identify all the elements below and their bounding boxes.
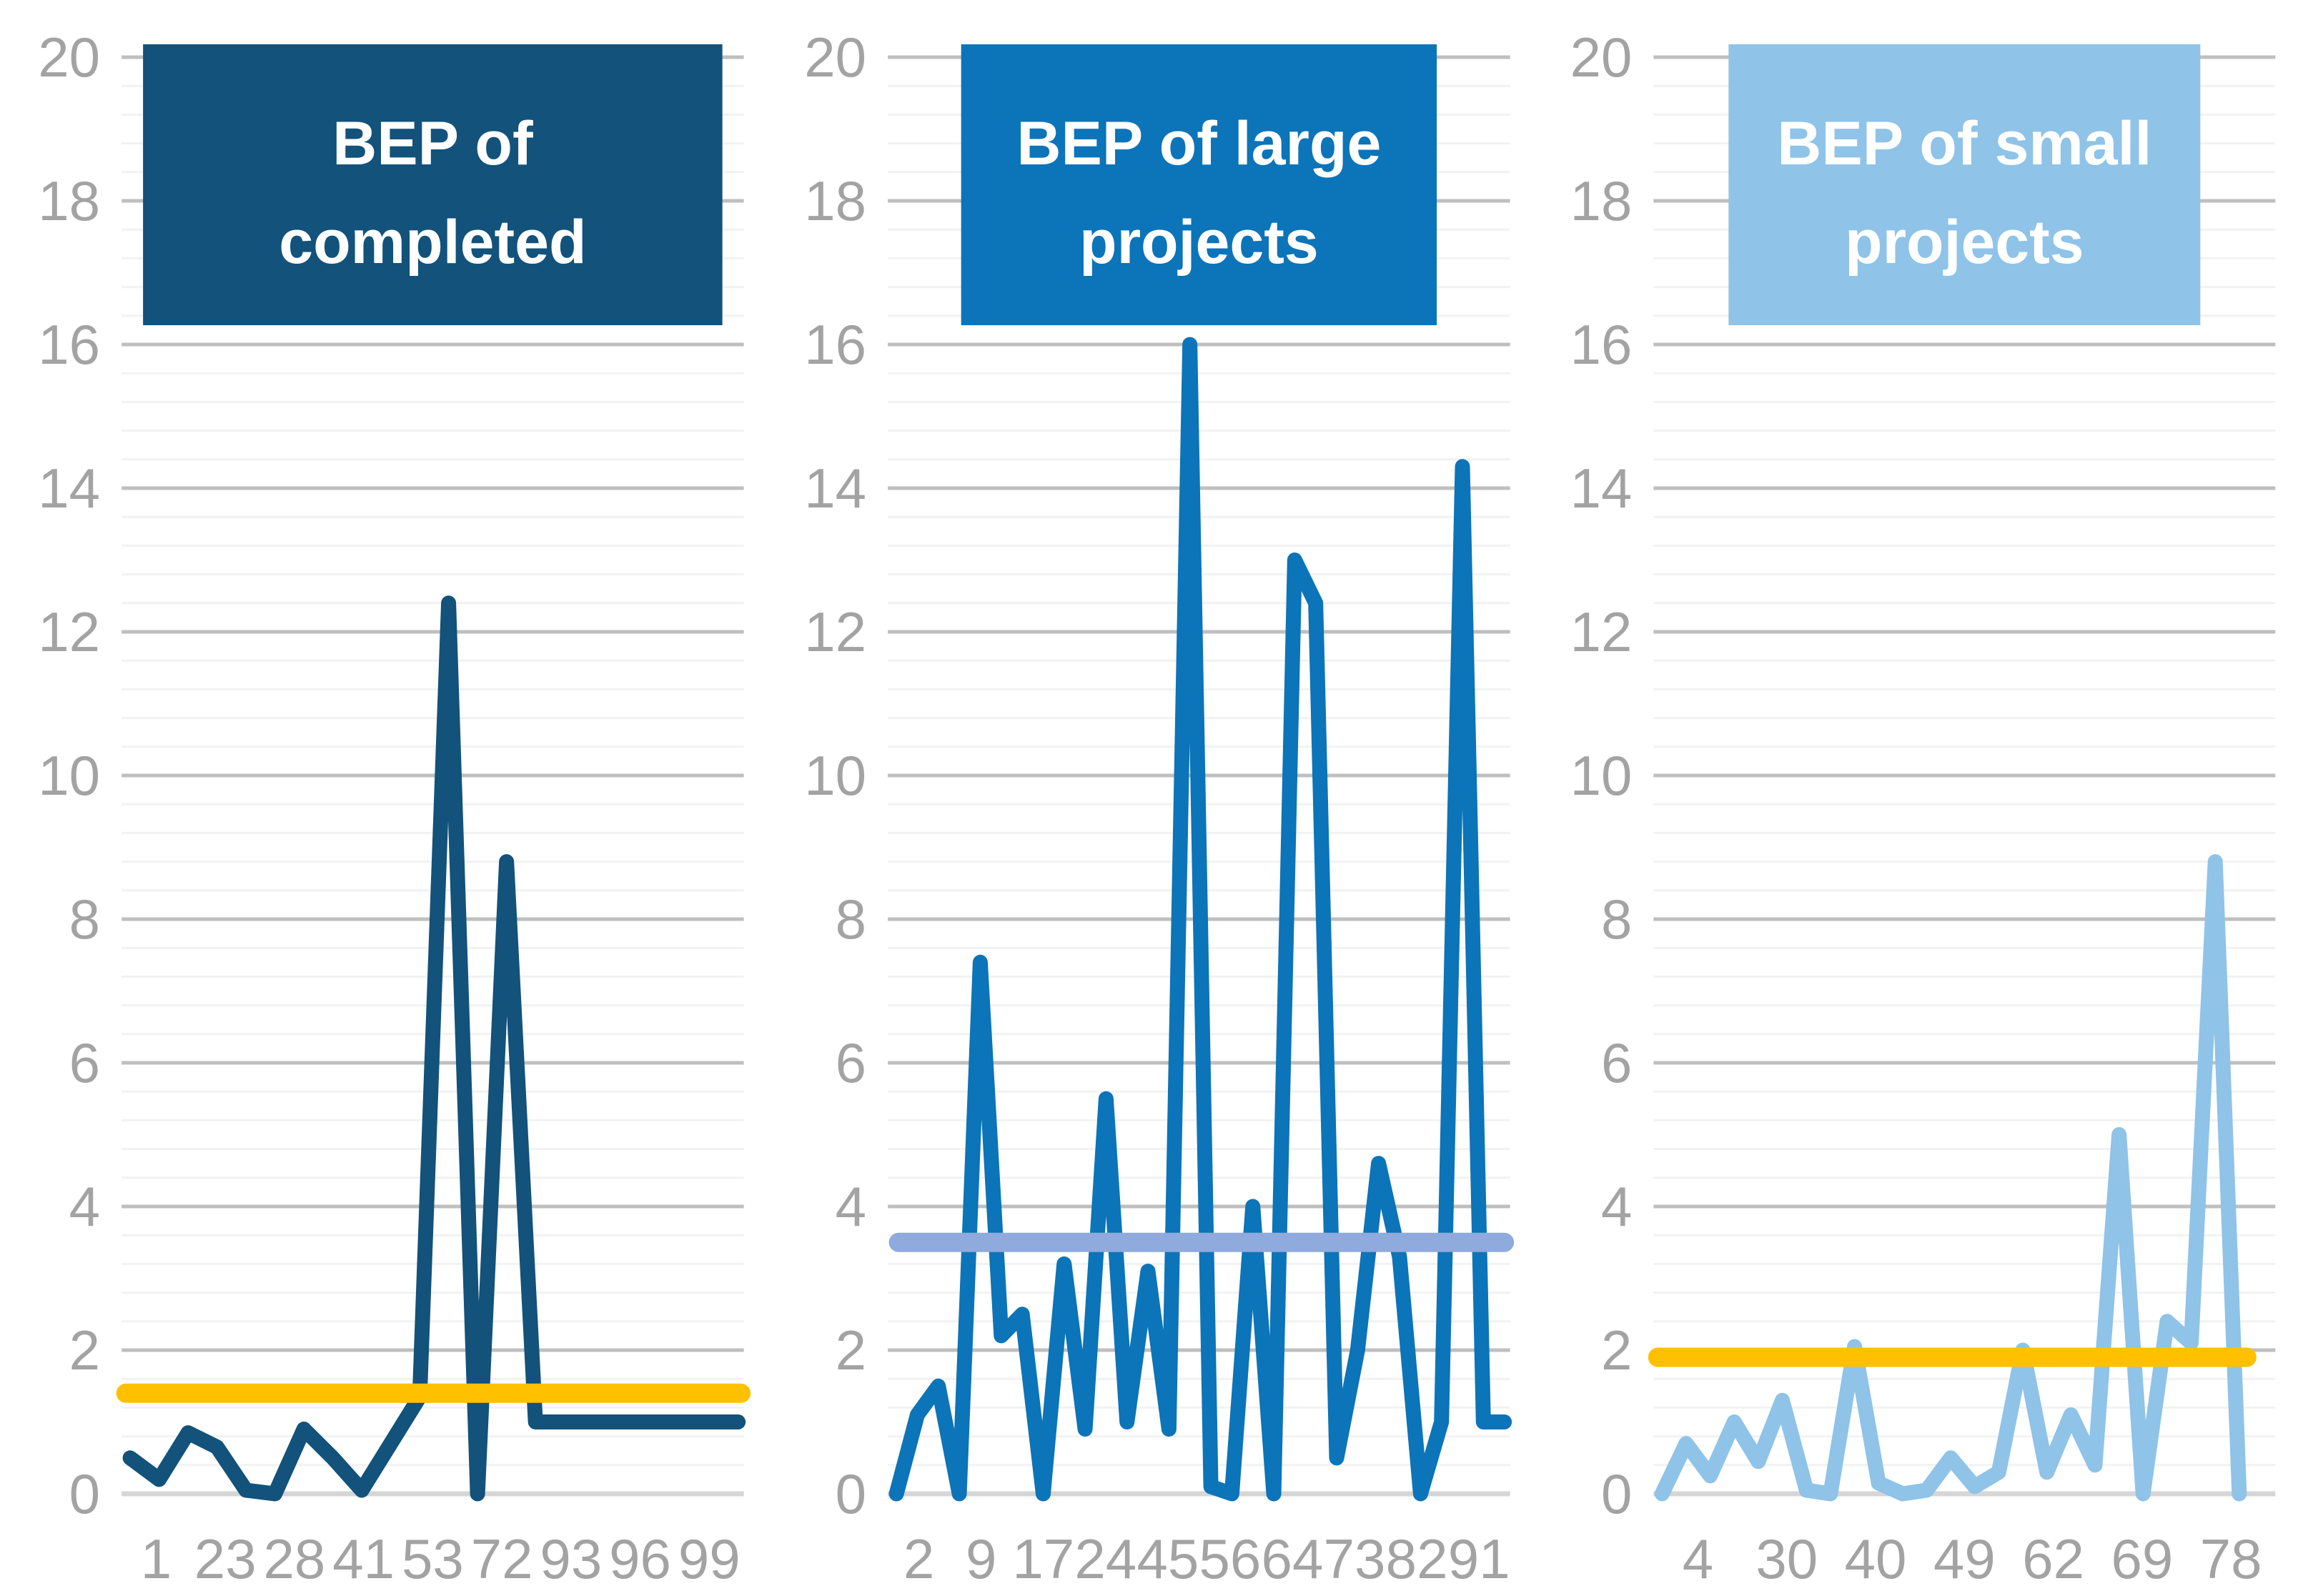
chart-title-line2: completed — [279, 208, 586, 277]
x-tick-label: 4 — [1683, 1527, 1713, 1590]
y-tick-label: 16 — [1570, 313, 1633, 376]
y-tick-label: 18 — [804, 169, 866, 232]
y-tick-label: 14 — [38, 457, 100, 520]
y-tick-label: 10 — [1570, 744, 1633, 807]
y-tick-label: 2 — [1601, 1319, 1632, 1382]
y-tick-label: 6 — [835, 1031, 866, 1094]
y-tick-label: 14 — [1570, 457, 1633, 520]
y-tick-label: 16 — [38, 313, 100, 376]
y-tick-label: 4 — [835, 1175, 866, 1238]
y-tick-label: 20 — [38, 26, 100, 89]
series-line — [122, 595, 746, 1502]
y-tick-label: 18 — [1570, 169, 1633, 232]
y-tick-label: 6 — [1601, 1031, 1632, 1094]
x-tick-label: 91 — [1447, 1527, 1510, 1590]
y-tick-label: 8 — [69, 888, 100, 951]
x-tick-label: 73 — [1323, 1527, 1385, 1590]
y-tick-label: 4 — [69, 1175, 100, 1238]
y-tick-label: 20 — [804, 26, 866, 89]
y-tick-label: 14 — [804, 457, 866, 520]
series-line — [1655, 854, 2247, 1502]
x-tick-label: 62 — [2023, 1527, 2085, 1590]
y-tick-label: 6 — [69, 1031, 100, 1094]
y-tick-label: 16 — [804, 313, 866, 376]
y-tick-label: 10 — [38, 744, 100, 807]
x-tick-label: 24 — [1074, 1527, 1136, 1590]
x-tick-label: 56 — [1199, 1527, 1261, 1590]
y-tick-label: 0 — [1601, 1462, 1632, 1525]
x-tick-label: 45 — [1136, 1527, 1199, 1590]
chart-title-line1: BEP of small — [1778, 109, 2152, 178]
x-tick-label: 93 — [540, 1527, 602, 1590]
y-tick-label: 8 — [835, 888, 866, 951]
y-tick-label: 20 — [1570, 26, 1633, 89]
y-tick-label: 12 — [1570, 600, 1633, 663]
x-axis-labels: 1 23 28 41 53 72 93 96 99 — [141, 1527, 741, 1590]
x-tick-label: 78 — [2200, 1527, 2262, 1590]
x-tick-label: 53 — [402, 1527, 464, 1590]
x-tick-label: 28 — [264, 1527, 326, 1590]
chart-title-box — [143, 44, 723, 325]
chart-title-box — [961, 44, 1437, 325]
y-tick-label: 10 — [804, 744, 866, 807]
y-tick-label: 12 — [804, 600, 866, 663]
x-tick-label: 9 — [966, 1527, 996, 1590]
x-axis-labels: 4 30 40 49 62 69 78 — [1683, 1527, 2262, 1590]
y-tick-label: 8 — [1601, 888, 1632, 951]
x-tick-label: 82 — [1385, 1527, 1447, 1590]
x-tick-label: 1 — [141, 1527, 172, 1590]
x-tick-label: 17 — [1012, 1527, 1074, 1590]
y-tick-label: 2 — [69, 1319, 100, 1382]
chart-title-box — [1728, 44, 2201, 325]
chart-panel-bep-large-projects: BEP of large projects 20 18 16 14 12 10 8 6 4 2 0 2 9 1… — [766, 0, 1532, 1596]
x-tick-label: 2 — [903, 1527, 934, 1590]
x-tick-label: 64 — [1261, 1527, 1323, 1590]
chart-title-line1: BEP of large — [1016, 109, 1381, 178]
y-tick-label: 0 — [69, 1462, 100, 1525]
y-tick-label: 2 — [835, 1319, 866, 1382]
x-tick-label: 72 — [471, 1527, 533, 1590]
chart-title-line2: projects — [1079, 208, 1319, 277]
chart-panel-bep-completed: BEP of completed 20 18 16 14 12 10 8 6 4 2 0 1 23 28 41 5… — [0, 0, 766, 1596]
chart-title-line2: projects — [1845, 208, 2084, 277]
x-tick-label: 49 — [1933, 1527, 1996, 1590]
y-tick-label: 0 — [835, 1462, 866, 1525]
y-tick-label: 4 — [1601, 1175, 1632, 1238]
x-tick-label: 41 — [332, 1527, 395, 1590]
x-axis-labels: 2 9 17 24 45 56 64 73 82 91 — [903, 1527, 1510, 1590]
chart-panel-bep-small-projects: BEP of small projects 20 18 16 14 12 10 8 6 4 2 0 4 30… — [1532, 0, 2298, 1596]
x-tick-label: 99 — [678, 1527, 741, 1590]
x-tick-label: 23 — [194, 1527, 257, 1590]
y-tick-label: 18 — [38, 169, 100, 232]
x-tick-label: 69 — [2111, 1527, 2174, 1590]
x-tick-label: 30 — [1756, 1527, 1818, 1590]
x-tick-label: 96 — [609, 1527, 671, 1590]
x-tick-label: 40 — [1845, 1527, 1907, 1590]
chart-title-line1: BEP of — [332, 109, 533, 178]
series-line — [888, 337, 1512, 1502]
y-tick-label: 12 — [38, 600, 100, 663]
